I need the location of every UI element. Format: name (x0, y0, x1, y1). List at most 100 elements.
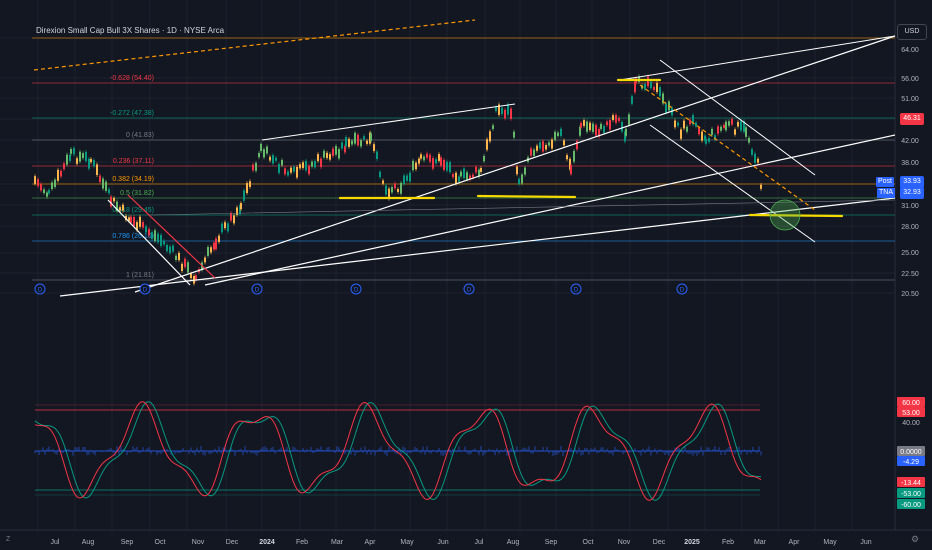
oscillator-tick: -4.29 (897, 456, 925, 466)
price-tick-label: 56.00 (901, 76, 919, 83)
trend-line[interactable] (127, 194, 216, 279)
time-axis[interactable]: Jul Aug Sep Oct Nov Dec 2024 Feb Mar Apr May Jun Jul… (51, 539, 872, 546)
dividend-marker[interactable]: D (251, 283, 263, 295)
oscillator-pane (34, 401, 762, 501)
fib-level-label: -0.628 (54.40) (110, 75, 154, 82)
trend-line[interactable] (261, 103, 516, 141)
time-tick-label: Jun (860, 539, 871, 546)
svg-text:D: D (255, 288, 260, 294)
highlight-stroke[interactable] (748, 213, 844, 218)
fib-level-label: 0.382 (34.19) (112, 176, 154, 183)
timezone-toggle[interactable]: Z (6, 536, 11, 543)
highlight-stroke[interactable] (476, 194, 577, 199)
time-tick-label: Nov (192, 539, 205, 546)
oscillator-tick: 53.00 (897, 407, 925, 417)
svg-text:0.0000: 0.0000 (900, 449, 922, 456)
fib-level-label: 0.786 (26.10) (112, 233, 154, 240)
time-tick-label: Sep (545, 539, 558, 546)
svg-text:D: D (143, 288, 148, 294)
time-tick-label: 2024 (259, 539, 275, 546)
price-badge-current: 46.31 (900, 113, 924, 125)
trend-line[interactable] (204, 134, 896, 286)
oscillator-tick: -13.44 (897, 477, 925, 487)
svg-text:D: D (38, 288, 43, 294)
chart-title: Direxion Small Cap Bull 3X Shares · 1D ·… (36, 26, 225, 35)
fib-level-label: 0.236 (37.11) (113, 158, 154, 165)
price-tick-label: 22.50 (901, 271, 919, 278)
price-tick-label: 20.50 (901, 291, 919, 298)
post-value-badge: 33.93 (900, 176, 924, 188)
price-tick-label: 25.00 (901, 250, 919, 257)
svg-text:40.00: 40.00 (902, 420, 920, 427)
dividend-marker[interactable]: D (350, 283, 362, 295)
trend-line[interactable] (107, 199, 191, 286)
ticker-label: TNA (877, 188, 895, 198)
trend-line[interactable] (659, 59, 816, 176)
trend-line[interactable] (149, 199, 896, 216)
oscillator-tick: 0.0000 (897, 446, 925, 456)
time-tick-label: Apr (789, 539, 801, 546)
time-tick-label: Apr (365, 539, 377, 546)
oscillator-tick: -53.00 (897, 488, 925, 498)
price-tick-label: 42.00 (901, 138, 919, 145)
time-tick-label: Feb (296, 539, 308, 546)
dividend-marker[interactable]: D (139, 283, 151, 295)
price-tick-label: 31.00 (901, 203, 919, 210)
svg-text:-13.44: -13.44 (901, 480, 921, 487)
currency-button[interactable]: USD (897, 24, 927, 40)
trend-line[interactable] (134, 35, 896, 293)
time-tick-label: Mar (754, 539, 767, 546)
time-tick-label: Mar (331, 539, 344, 546)
time-tick-label: Feb (722, 539, 734, 546)
svg-text:60.00: 60.00 (902, 400, 920, 407)
price-axis[interactable]: 64.00 56.00 51.00 42.00 38.00 31.00 28.00 25.00… (901, 47, 919, 298)
time-tick-label: Dec (653, 539, 666, 546)
price-tick-label: 38.00 (901, 160, 919, 167)
fib-level-label: 1 (21.81) (126, 272, 154, 279)
grid (0, 0, 932, 531)
dividend-marker[interactable]: D (34, 283, 46, 295)
svg-text:D: D (574, 288, 579, 294)
svg-text:D: D (354, 288, 359, 294)
dividend-marker[interactable]: D (570, 283, 582, 295)
fib-level-label: -0.272 (47.38) (110, 110, 154, 117)
price-tick-label: 28.00 (901, 224, 919, 231)
target-zone-circle[interactable] (769, 199, 801, 231)
time-tick-label: May (400, 539, 414, 546)
dividend-marker[interactable]: D (463, 283, 475, 295)
trend-line[interactable] (619, 35, 896, 81)
oscillator-tick: 60.00 (897, 397, 925, 407)
last-value-badge: 32.93 (900, 187, 924, 199)
dashed-projection-line[interactable] (33, 19, 476, 71)
trend-line[interactable] (649, 124, 816, 243)
fib-level-label: 0 (41.83) (126, 132, 154, 139)
price-tick-label: 64.00 (901, 47, 919, 54)
trend-drawings[interactable] (33, 19, 896, 297)
time-tick-label: Jun (437, 539, 448, 546)
settings-icon[interactable]: ⚙ (911, 534, 920, 544)
svg-text:D: D (680, 288, 685, 294)
time-tick-label: Jul (51, 539, 60, 546)
time-tick-label: Oct (583, 539, 594, 546)
trend-line[interactable] (59, 197, 896, 297)
time-tick-label: Nov (618, 539, 631, 546)
time-tick-label: May (823, 539, 837, 546)
dividend-marker[interactable]: D (676, 283, 688, 295)
oscillator-tick: 40.00 (902, 420, 920, 427)
post-label: Post (876, 177, 895, 187)
svg-text:-60.00: -60.00 (901, 502, 921, 509)
time-tick-label: Aug (507, 539, 520, 546)
svg-text:-53.00: -53.00 (901, 491, 921, 498)
time-tick-label: Sep (121, 539, 134, 546)
oscillator-axis[interactable]: 60.00 53.00 40.00 0.0000 -4.29 -13.44 -53.00 -6… (897, 397, 925, 509)
time-tick-label: Jul (475, 539, 484, 546)
fib-level-label: 0.618 (29.45) (112, 207, 154, 214)
price-candles (34, 74, 762, 286)
time-tick-label: Aug (82, 539, 95, 546)
price-tick-label: 51.00 (901, 96, 919, 103)
svg-text:53.00: 53.00 (902, 410, 920, 417)
dashed-projection-line[interactable] (639, 84, 816, 211)
time-tick-label: Oct (155, 539, 166, 546)
